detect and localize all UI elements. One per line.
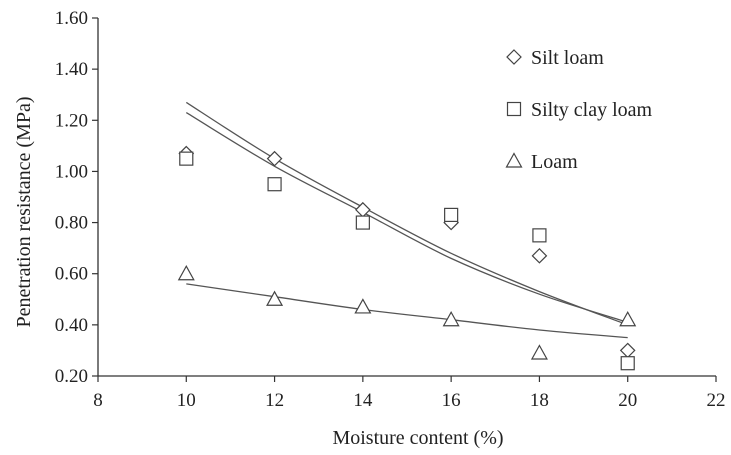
data-point-square <box>532 228 547 243</box>
trend-line-diamond <box>185 101 628 326</box>
y-tick-label: 1.20 <box>55 110 88 131</box>
trend-line-square <box>185 112 628 323</box>
legend-label: Loam <box>531 151 578 173</box>
x-tick-label: 10 <box>177 390 196 411</box>
data-point-diamond <box>619 342 636 359</box>
data-point-triangle <box>442 311 460 327</box>
data-point-triangle <box>530 344 548 360</box>
x-tick-label: 16 <box>442 390 461 411</box>
legend: Silt loam Silty clay loam Loam <box>505 47 653 173</box>
data-point-square <box>620 356 635 371</box>
trend-line-triangle <box>186 283 628 339</box>
x-tick-label: 20 <box>618 390 637 411</box>
y-tick-label: 0.80 <box>55 213 88 234</box>
x-tick-label: 8 <box>93 390 103 411</box>
legend-label: Silty clay loam <box>531 99 653 121</box>
y-tick-label: 1.40 <box>55 59 88 80</box>
y-tick-label: 0.20 <box>55 366 88 387</box>
x-axis-label: Moisture content (%) <box>332 427 503 449</box>
legend-marker-diamond <box>506 49 522 65</box>
x-tick-label: 14 <box>353 390 373 411</box>
x-tick-label: 22 <box>707 390 726 411</box>
x-tick-label: 12 <box>265 390 284 411</box>
data-point-diamond <box>531 247 548 264</box>
data-point-square <box>355 215 370 230</box>
y-axis-label: Penetration resistance (MPa) <box>13 96 35 327</box>
data-point-square <box>444 207 459 222</box>
data-point-triangle <box>177 264 195 281</box>
legend-marker-square <box>506 101 522 117</box>
data-point-triangle <box>266 290 284 306</box>
trend-lines <box>185 101 628 339</box>
data-point-square <box>179 151 194 166</box>
legend-label: Silt loam <box>531 47 604 69</box>
y-tick-label: 0.40 <box>55 315 88 336</box>
data-point-triangle <box>619 311 637 327</box>
x-tick-label: 18 <box>530 390 549 411</box>
y-tick-label: 1.00 <box>55 161 88 182</box>
data-point-triangle <box>354 298 372 314</box>
legend-marker-triangle <box>505 152 523 168</box>
y-tick-label: 0.60 <box>55 264 88 285</box>
y-tick-label: 1.60 <box>55 8 88 29</box>
axes: 0.20 0.40 0.60 0.80 1.00 1.20 1.40 1.60 8 10 12 14 1… <box>55 8 726 411</box>
data-point-square <box>267 177 282 192</box>
data-points <box>177 145 637 371</box>
data-point-diamond <box>266 150 283 167</box>
